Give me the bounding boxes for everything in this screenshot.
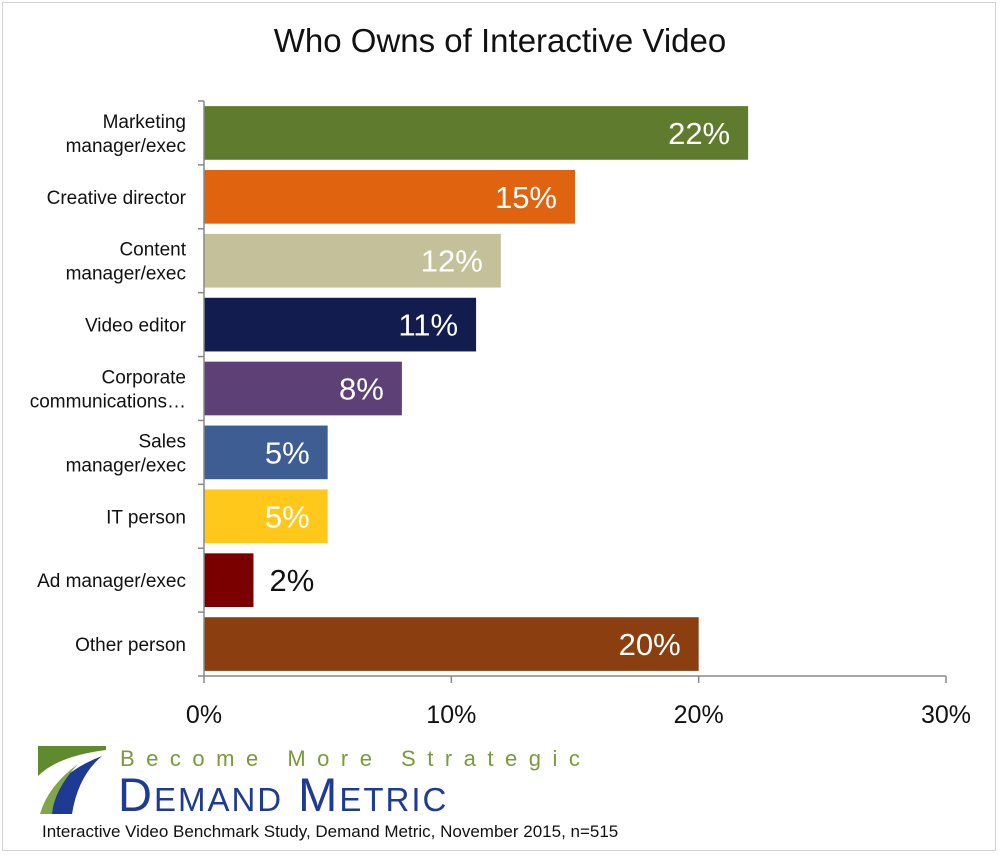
data-label-1: 15% (495, 180, 557, 215)
category-labels-group: Marketing manager/exec Creative director Co… (30, 112, 187, 656)
x-tick-label-3: 30% (921, 701, 971, 729)
category-label-1-0: Creative director (47, 188, 187, 209)
category-label-2-0: Content (119, 240, 186, 261)
category-label-2-1: manager/exec (66, 264, 186, 285)
data-label-5: 5% (265, 435, 310, 470)
data-label-6: 5% (265, 499, 310, 534)
category-label-0-0: Marketing (103, 112, 186, 133)
data-label-4: 8% (339, 372, 384, 407)
bar-8 (204, 617, 699, 671)
x-tick-label-2: 20% (674, 701, 724, 729)
logo-tagline: Become More Strategic (120, 746, 592, 771)
x-axis: 0% 10% 20% 30% (186, 100, 971, 729)
category-label-6-0: IT person (106, 507, 186, 528)
data-label-8: 20% (619, 627, 681, 662)
bar-5 (204, 425, 328, 480)
chart-title: Who Owns of Interactive Video (273, 22, 727, 59)
bar-0 (204, 106, 749, 160)
data-label-2: 12% (421, 244, 483, 279)
bar-1 (204, 170, 575, 224)
x-tick-label-1: 10% (426, 701, 476, 729)
data-label-3: 11% (398, 308, 458, 343)
category-label-3-0: Video editor (85, 316, 187, 337)
category-label-4-1: communications… (30, 392, 186, 413)
bar-2 (204, 233, 501, 288)
category-label-8-0: Other person (75, 635, 186, 656)
category-label-7-0: Ad manager/exec (37, 571, 186, 592)
logo-brand: Demand Metric (118, 768, 449, 821)
demand-metric-logo: Become More Strategic Demand Metric (38, 744, 638, 824)
logo-swoosh-icon (38, 746, 106, 814)
bar-6 (204, 489, 328, 544)
data-label-0: 22% (668, 116, 730, 151)
category-label-0-1: manager/exec (66, 136, 186, 157)
source-note: Interactive Video Benchmark Study, Deman… (42, 822, 619, 841)
x-tick-label-0: 0% (186, 701, 222, 729)
category-label-5-1: manager/exec (66, 455, 186, 476)
data-label-7: 2% (269, 563, 314, 598)
category-label-4-0: Corporate (102, 368, 187, 389)
bar-3 (204, 297, 477, 352)
bar-7 (204, 553, 254, 607)
category-label-5-0: Sales (138, 431, 186, 452)
bar-4 (204, 361, 402, 416)
bars-group: 22% 15% 12% 11% 8% 5% 5% 2% 20% (204, 106, 749, 671)
